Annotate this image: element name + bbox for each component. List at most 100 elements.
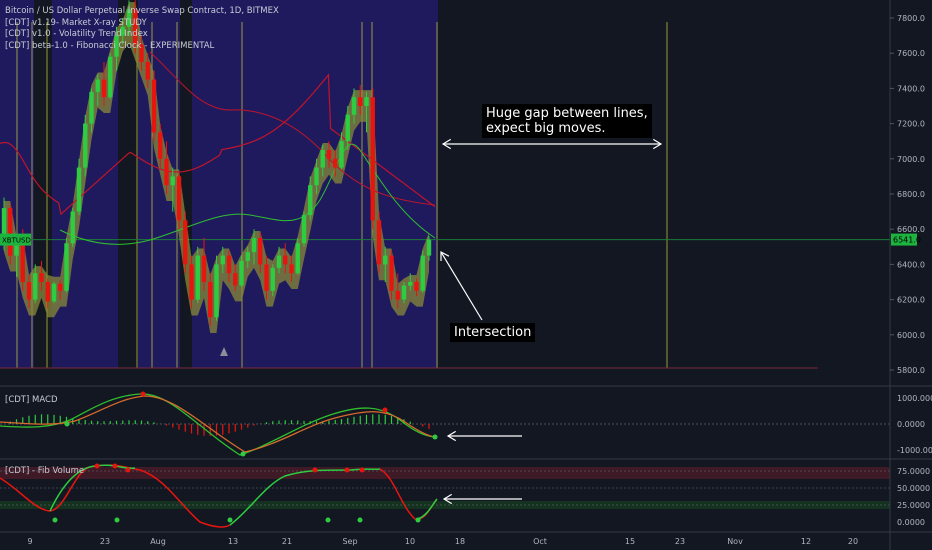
candle-body bbox=[189, 264, 194, 300]
candle-body bbox=[364, 97, 369, 106]
candle-body bbox=[83, 123, 88, 168]
last-price-tag bbox=[891, 233, 917, 246]
candle-body bbox=[239, 260, 244, 286]
fib-volume-title: [CDT] - Fib Volume bbox=[5, 466, 85, 476]
candle-body bbox=[289, 264, 294, 274]
y-tick-label: 6800.0 bbox=[897, 190, 925, 199]
gap-arrowhead-left bbox=[441, 138, 452, 150]
fib-tick-label: 0.0000 bbox=[897, 518, 925, 527]
x-tick-label: Oct bbox=[533, 537, 547, 546]
candle-body bbox=[45, 282, 50, 302]
candle-body bbox=[120, 26, 125, 36]
y-tick-label: 7000.0 bbox=[897, 155, 925, 164]
last-price-label: 6541.0 bbox=[893, 236, 921, 245]
x-tick-label: 12 bbox=[801, 537, 811, 546]
candle-body bbox=[8, 208, 13, 256]
fib-green-dot bbox=[114, 517, 120, 523]
fib-arrowhead bbox=[442, 493, 453, 505]
fib-tick-label: 75.0000 bbox=[897, 467, 930, 476]
candle-body bbox=[295, 243, 300, 274]
candle-body bbox=[145, 62, 150, 80]
macd-tick-label: -1000.0000 bbox=[897, 446, 932, 455]
x-tick-label: 15 bbox=[625, 537, 635, 546]
candle-body bbox=[51, 283, 57, 302]
candle-body bbox=[70, 211, 75, 244]
moving-averages bbox=[0, 51, 436, 245]
candle-body bbox=[389, 255, 394, 291]
fib-red-dot bbox=[312, 467, 318, 473]
candle-body bbox=[133, 9, 138, 45]
candle-body bbox=[420, 255, 425, 291]
candle-body bbox=[320, 150, 325, 168]
candle-body bbox=[89, 91, 94, 124]
candle-body bbox=[158, 132, 163, 159]
candle-body bbox=[383, 255, 388, 265]
candle-body bbox=[233, 273, 238, 286]
chart-legend: Bitcoin / US Dollar Perpetual Inverse Sw… bbox=[5, 6, 279, 52]
candle-body bbox=[276, 255, 282, 268]
candle-body bbox=[33, 273, 38, 300]
x-tick-label: 13 bbox=[228, 537, 238, 546]
indicator-volatility-trend[interactable]: [CDT] v1.0 - Volatility Trend Index bbox=[5, 29, 148, 39]
candle-body bbox=[58, 283, 63, 291]
candle-body bbox=[208, 282, 213, 318]
y-tick-label: 7200.0 bbox=[897, 120, 925, 129]
candle-body bbox=[251, 238, 257, 253]
candle-body bbox=[1, 208, 7, 237]
y-tick-label: 6400.0 bbox=[897, 260, 925, 269]
candle-body bbox=[376, 220, 382, 265]
fib-green-dot bbox=[415, 517, 421, 523]
candle-body bbox=[351, 97, 357, 115]
fib-green-dot bbox=[325, 517, 331, 523]
y-tick-label: 6000.0 bbox=[897, 331, 925, 340]
candle-body bbox=[14, 243, 19, 256]
fib-volume-line-green bbox=[417, 498, 438, 520]
symbol-title: Bitcoin / US Dollar Perpetual Inverse Sw… bbox=[5, 6, 279, 16]
intersection-annotation: Intersection bbox=[450, 323, 536, 342]
fib-tick-label: 25.0000 bbox=[897, 501, 930, 510]
y-tick-label: 7800.0 bbox=[897, 14, 925, 23]
candle-body bbox=[426, 239, 432, 256]
macd-pane bbox=[0, 391, 890, 457]
candle-body bbox=[126, 9, 132, 27]
candle-body bbox=[326, 150, 332, 159]
candle-body bbox=[39, 273, 44, 282]
macd-arrowhead bbox=[446, 430, 457, 442]
fib-tick-label: 50.0000 bbox=[897, 484, 930, 493]
y-tick-label: 7600.0 bbox=[897, 49, 925, 58]
indicator-fibonacci-clock[interactable]: [CDT] beta-1.0 - Fibonacci Clock - EXPER… bbox=[5, 40, 215, 51]
candle-body bbox=[139, 44, 144, 62]
candle-body bbox=[176, 176, 182, 221]
red-moving-average bbox=[0, 73, 436, 216]
fib-green-dot bbox=[52, 517, 58, 523]
symbol-tag bbox=[0, 233, 31, 246]
candle-body bbox=[301, 215, 307, 244]
macd-tick-label: 1000.0000 bbox=[897, 394, 932, 403]
candle-body bbox=[64, 243, 69, 291]
candle-body bbox=[183, 220, 188, 265]
symbol-label: XBTUSD bbox=[2, 237, 31, 245]
fib-green-dot bbox=[357, 517, 363, 523]
macd-cross-dot bbox=[432, 434, 438, 440]
candle-body bbox=[358, 97, 363, 106]
candle-body bbox=[270, 267, 275, 291]
x-tick-label: 23 bbox=[100, 537, 110, 546]
macd-cross-dot bbox=[240, 451, 246, 457]
candle-body bbox=[408, 282, 413, 286]
candle-body bbox=[95, 79, 100, 92]
fib-green-dot bbox=[227, 517, 233, 523]
y-tick-label: 6600.0 bbox=[897, 225, 925, 234]
x-tick-label: 23 bbox=[675, 537, 685, 546]
indicator-market-xray[interactable]: [CDT] v1.19- Market X-ray STUDY bbox=[5, 17, 147, 28]
intersection-arrow bbox=[440, 251, 483, 321]
intersection-arrowhead bbox=[440, 251, 450, 262]
candle-body bbox=[264, 264, 269, 291]
fib-red-dot bbox=[359, 467, 365, 473]
candle-body bbox=[370, 97, 375, 221]
x-tick-label: Nov bbox=[727, 537, 743, 546]
annotation-arrows bbox=[440, 138, 663, 505]
candles bbox=[1, 0, 432, 356]
macd-cross-dot bbox=[140, 391, 146, 397]
